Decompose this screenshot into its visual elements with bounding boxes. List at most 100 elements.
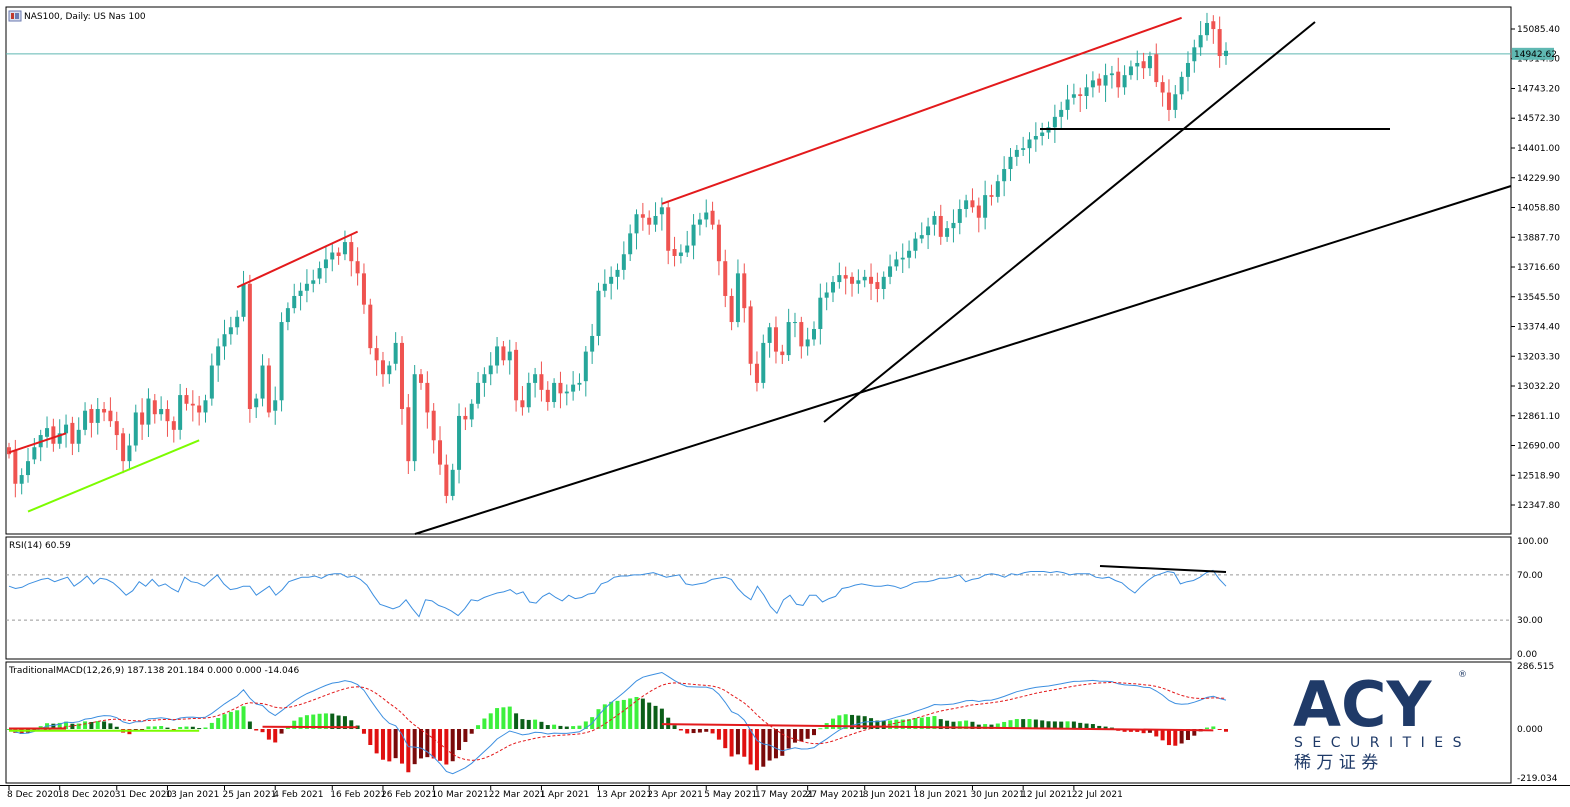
candle-bull — [83, 410, 88, 430]
red-trendline-apr-jul[interactable] — [661, 16, 1182, 205]
date-tick-label: 18 Jun 2021 — [913, 790, 967, 800]
date-tick-label: 30 Jun 2021 — [970, 790, 1024, 800]
macd-histogram-bar — [1059, 721, 1064, 729]
price-y-tick-label: 14743.20 — [1517, 85, 1560, 95]
date-tick-label: 1 Apr 2021 — [539, 790, 589, 800]
candle-bear — [520, 400, 525, 408]
rsi-panel[interactable] — [5, 536, 1512, 660]
macd-histogram-bar — [1217, 729, 1222, 730]
macd-histogram-bar — [171, 729, 176, 730]
rsi-divergence-line[interactable] — [1099, 565, 1227, 573]
price-y-tick-label: 14572.30 — [1517, 114, 1560, 124]
candle-bull — [837, 275, 842, 283]
rsi-series-line — [8, 569, 1227, 618]
macd-histogram-bar — [425, 729, 430, 758]
candle-bull — [1185, 62, 1190, 77]
macd-histogram-bar — [792, 729, 797, 743]
candle-bull — [533, 374, 538, 383]
candle-bear — [463, 415, 468, 420]
candle-bull — [951, 222, 956, 229]
macd-histogram-bar — [577, 725, 582, 729]
macd-histogram-bar — [1084, 723, 1089, 729]
candle-bull — [1224, 50, 1228, 57]
macd-histogram-bar — [1128, 729, 1133, 732]
green-trendline-dec-jan[interactable] — [27, 439, 200, 513]
candle-bull — [311, 280, 316, 284]
candle-bear — [647, 217, 652, 225]
candle-bull — [697, 219, 702, 225]
price-panel[interactable] — [5, 6, 1512, 535]
macd-histogram-bar — [190, 726, 195, 729]
macd-histogram-bar — [926, 716, 931, 729]
red-trendline-feb[interactable] — [236, 230, 359, 289]
candle-bull — [1128, 66, 1133, 76]
macd-y-tick-label: 0.000 — [1517, 725, 1543, 735]
macd-histogram-bar — [89, 722, 94, 729]
candle-bull — [824, 292, 829, 298]
candle-bull — [831, 282, 836, 293]
macd-histogram-bar — [317, 713, 322, 729]
macd-histogram-bar — [298, 717, 303, 729]
candle-bull — [26, 461, 31, 476]
date-tick-label: 17 May 2021 — [755, 790, 814, 800]
candle-bull — [1002, 169, 1007, 182]
candle-bear — [1078, 94, 1083, 97]
candle-bear — [247, 283, 252, 409]
macd-histogram-bar — [247, 721, 252, 729]
date-tick-label: 31 Dec 2020 — [115, 790, 173, 800]
candle-bear — [361, 273, 366, 305]
candle-bull — [1065, 99, 1070, 110]
candle-bull — [552, 382, 557, 403]
candle-bear — [710, 210, 715, 225]
candle-bull — [222, 334, 227, 347]
candle-bear — [640, 214, 645, 218]
candle-bear — [666, 207, 671, 251]
macd-histogram-bar — [51, 723, 56, 729]
macd-histogram-bar — [507, 706, 512, 729]
macd-histogram-bar — [780, 729, 785, 756]
black-support-steep[interactable] — [823, 21, 1316, 423]
red-trendline-dec[interactable] — [8, 432, 67, 454]
price-y-tick-label: 14058.80 — [1517, 204, 1560, 214]
date-tick-label: 12 Jul 2021 — [1021, 790, 1072, 800]
candle-bull — [735, 273, 740, 323]
macd-histogram-bar — [799, 729, 804, 742]
price-y-tick-label: 12347.80 — [1517, 501, 1560, 511]
macd-histogram-bar — [108, 723, 113, 729]
macd-histogram-bar — [393, 729, 398, 759]
price-y-tick-label: 13374.40 — [1517, 323, 1560, 333]
macd-histogram-bar — [552, 724, 557, 729]
macd-histogram-bar — [831, 718, 836, 729]
candle-bull — [615, 269, 620, 277]
macd-histogram-bar — [412, 729, 417, 765]
macd-histogram-bar — [159, 726, 164, 729]
candle-bull — [818, 297, 823, 330]
chart-window-icon[interactable] — [8, 10, 22, 22]
date-tick-label: 26 Feb 2021 — [381, 790, 437, 800]
candle-bull — [1122, 75, 1127, 88]
candle-bull — [285, 308, 290, 323]
macd-histogram-bar — [761, 729, 766, 767]
macd-histogram-bar — [1179, 729, 1184, 744]
candle-bear — [165, 408, 170, 422]
macd-histogram-bar — [488, 713, 493, 729]
candle-bear — [514, 349, 519, 401]
candle-bear — [748, 306, 753, 364]
candle-bull — [609, 276, 614, 284]
candle-bull — [279, 322, 284, 401]
macd-histogram-bar — [260, 729, 265, 733]
rsi-y-tick-label: 100.00 — [1517, 537, 1549, 547]
candle-bull — [628, 233, 633, 255]
candle-bull — [983, 195, 988, 218]
macd-histogram-bar — [1160, 729, 1165, 741]
candle-bull — [254, 398, 259, 408]
candle-bull — [957, 209, 962, 223]
macd-red-trendline-3[interactable] — [661, 723, 1214, 732]
candle-bull — [786, 322, 791, 356]
black-support-long[interactable] — [414, 185, 1512, 535]
macd-histogram-bar — [704, 729, 709, 732]
price-y-tick-label: 13203.30 — [1517, 352, 1560, 362]
macd-histogram-bar — [361, 729, 366, 734]
candle-bull — [488, 365, 493, 375]
